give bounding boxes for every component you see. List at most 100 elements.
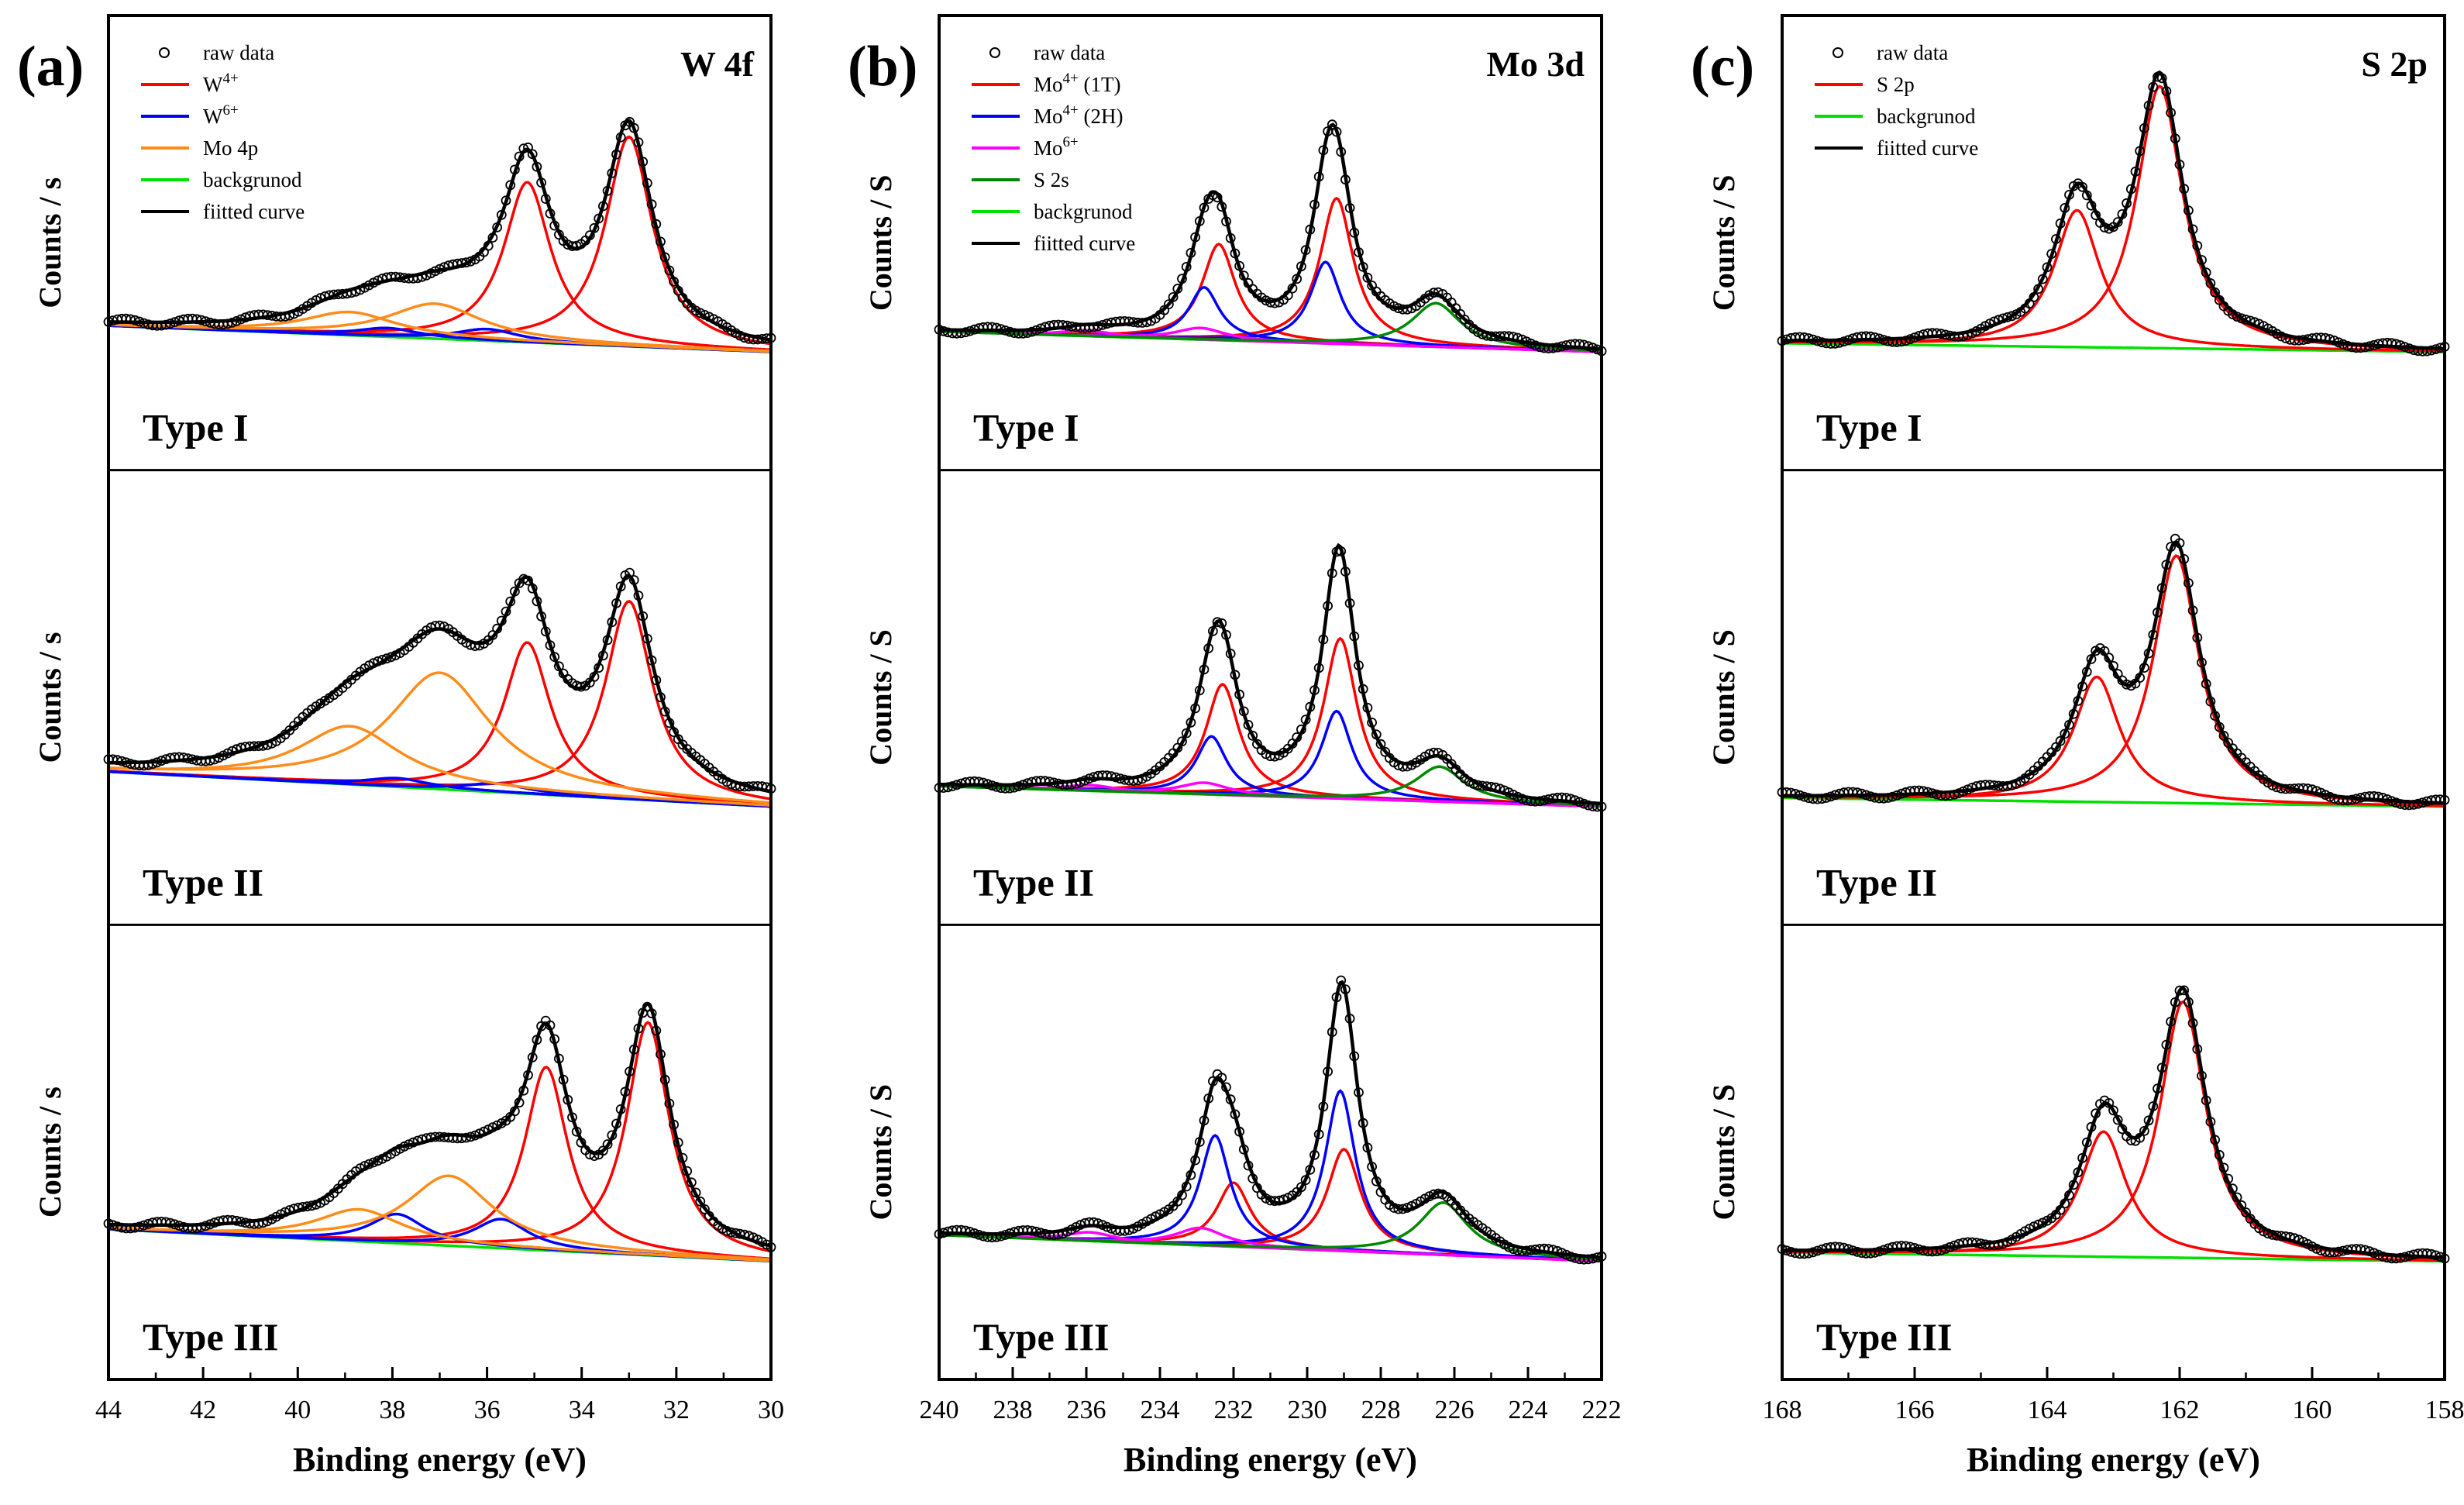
raw-data-point	[1225, 232, 1236, 243]
legend-label: backgrunod	[1034, 200, 1133, 223]
raw-data-point	[1847, 333, 1858, 344]
x-tick-label: 30	[758, 1396, 784, 1424]
raw-data-point	[2081, 1137, 2092, 1148]
raw-data-point	[1164, 299, 1174, 310]
legend-label: Mo6+	[1034, 134, 1079, 160]
raw-data-point	[2390, 339, 2401, 350]
raw-data-point	[2156, 73, 2167, 84]
raw-data-point	[501, 606, 511, 617]
core-level-title: S 2p	[2361, 44, 2428, 84]
raw-data-point	[1847, 1245, 1858, 1255]
legend-label: Mo 4p	[203, 136, 258, 160]
legend-label: fiitted curve	[203, 200, 305, 223]
raw-data-point	[1945, 790, 1956, 801]
raw-data-point	[996, 324, 1007, 335]
raw-data-point	[1508, 332, 1519, 343]
raw-data-point	[669, 1119, 679, 1130]
raw-data-point	[1526, 338, 1537, 349]
raw-data-point	[1309, 685, 1320, 695]
raw-data-point	[2232, 1192, 2242, 1203]
raw-data-point	[628, 575, 639, 585]
raw-data-point	[342, 288, 353, 299]
raw-data-point	[2112, 1114, 2123, 1125]
component-s-2s-peak-1	[938, 1201, 1602, 1261]
raw-data-point	[2382, 794, 2393, 804]
raw-data-point	[134, 1221, 145, 1232]
x-tick-label: 158	[2425, 1396, 2464, 1424]
raw-data-point	[2338, 339, 2349, 350]
raw-data-point	[1940, 1244, 1951, 1254]
raw-data-point	[646, 1008, 657, 1018]
raw-data-point	[965, 325, 976, 336]
raw-data-point	[1340, 174, 1351, 185]
raw-data-point	[1089, 322, 1099, 332]
raw-data-point	[435, 263, 445, 274]
raw-data-point	[1181, 728, 1192, 739]
raw-data-point	[466, 1131, 476, 1142]
raw-data-point	[1570, 795, 1581, 806]
raw-data-point	[2210, 711, 2221, 721]
raw-data-point	[656, 236, 666, 247]
raw-data-point	[664, 718, 675, 728]
raw-data-point	[408, 1137, 418, 1148]
raw-data-point	[2006, 311, 2017, 322]
raw-data-point	[2289, 1233, 2300, 1244]
raw-data-point	[2342, 340, 2353, 351]
raw-data-point	[1358, 684, 1368, 694]
raw-data-point	[1874, 333, 1884, 344]
raw-data-point	[2369, 1248, 2380, 1259]
raw-data-point	[628, 122, 639, 133]
raw-data-point	[2086, 200, 2097, 211]
raw-data-point	[1927, 788, 1938, 798]
raw-data-point	[435, 620, 445, 631]
raw-data-point	[227, 746, 238, 756]
raw-data-point	[1486, 781, 1496, 792]
raw-data-point	[1349, 1051, 1360, 1062]
raw-data-point	[615, 581, 626, 592]
y-axis-label: Counts / S	[863, 1084, 898, 1221]
raw-data-point	[2179, 554, 2190, 564]
raw-data-point	[1247, 730, 1258, 741]
raw-data-point	[1128, 776, 1139, 786]
fitted-curve	[939, 542, 1602, 806]
raw-data-point	[510, 1106, 520, 1117]
raw-data-point	[1799, 791, 1809, 802]
background-line	[1782, 1251, 2445, 1263]
raw-data-point	[2280, 333, 2291, 343]
raw-data-point	[2333, 337, 2344, 348]
raw-data-point	[470, 641, 480, 651]
y-axis-label: Counts / s	[33, 177, 67, 308]
raw-data-point	[602, 185, 613, 196]
raw-data-point	[461, 257, 472, 268]
raw-data-point	[1561, 793, 1571, 803]
legend: raw data W4+ W6+ Mo 4p backgrunod fiitted cur…	[141, 41, 305, 223]
raw-data-point	[554, 661, 564, 672]
raw-data-point	[2421, 1248, 2432, 1259]
raw-data-point	[532, 596, 542, 607]
raw-data-point	[152, 757, 163, 768]
raw-data-point	[2002, 780, 2013, 791]
raw-data-point	[505, 596, 516, 607]
raw-data-point	[1221, 629, 1231, 640]
raw-data-point	[735, 1228, 745, 1239]
raw-data-point	[209, 1217, 220, 1228]
raw-data-point	[487, 232, 498, 243]
component-s-2p-peak-2	[1782, 675, 2445, 808]
raw-data-point	[2302, 783, 2313, 794]
raw-data-point	[2135, 1132, 2146, 1143]
raw-data-point	[527, 1052, 538, 1062]
raw-data-point	[969, 1228, 979, 1238]
raw-data-point	[571, 240, 582, 251]
component-mo-4p-peak-2	[108, 725, 772, 807]
raw-data-point	[1079, 775, 1090, 786]
raw-data-point	[1477, 329, 1488, 339]
raw-data-point	[1089, 1217, 1099, 1228]
raw-data-point	[1371, 729, 1382, 740]
raw-data-point	[2125, 1135, 2136, 1145]
raw-data-point	[2387, 338, 2397, 349]
raw-data-point	[1958, 786, 1969, 797]
raw-data-point	[1247, 1173, 1258, 1183]
type-label: Type I	[1816, 406, 1922, 449]
raw-data-point	[1194, 215, 1205, 226]
raw-data-point	[540, 194, 551, 205]
